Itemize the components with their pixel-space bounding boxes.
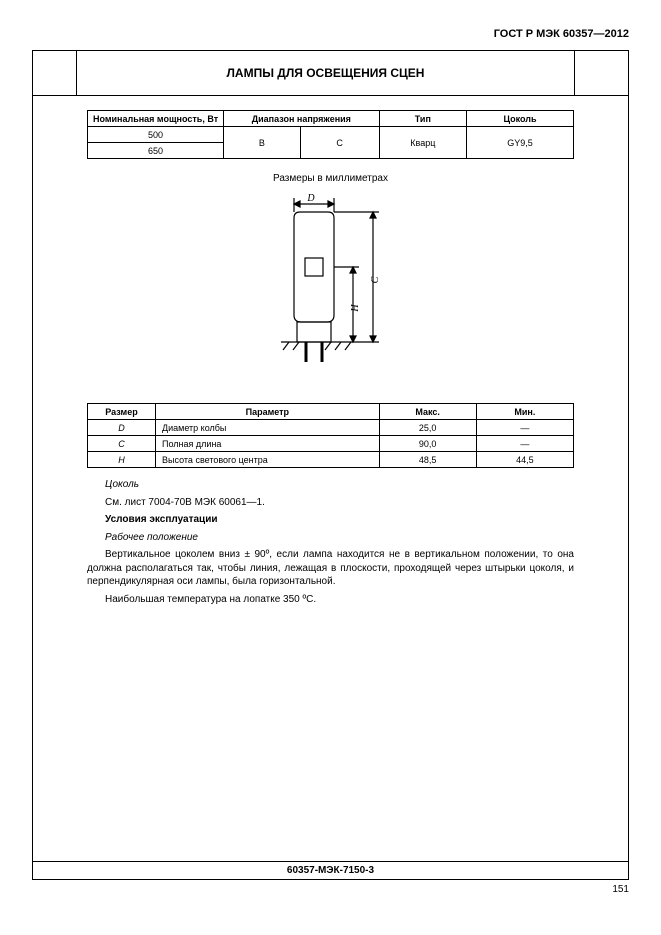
cap-ref: См. лист 7004-70B МЭК 60061—1. — [87, 496, 574, 510]
range-c: C — [300, 127, 379, 159]
document-id: ГОСТ Р МЭК 60357—2012 — [32, 28, 629, 40]
spec-header-range: Диапазон напряжения — [224, 111, 380, 127]
cap-heading: Цоколь — [87, 478, 574, 492]
page-title: ЛАМПЫ ДЛЯ ОСВЕЩЕНИЯ СЦЕН — [77, 51, 574, 95]
dim-param-2: Высота светового центра — [156, 452, 380, 468]
conditions-heading: Условия эксплуатации — [87, 513, 574, 527]
spec-header-cap: Цоколь — [467, 111, 574, 127]
svg-text:D: D — [306, 193, 315, 204]
dim-max-2: 48,5 — [379, 452, 476, 468]
dim-max-1: 90,0 — [379, 436, 476, 452]
spec-header-power: Номинальная мощность, Вт — [88, 111, 224, 127]
table-row: C Полная длина 90,0 — — [88, 436, 574, 452]
dim-sym-0: D — [88, 420, 156, 436]
lamp-svg: D — [261, 190, 401, 390]
power-value-0: 500 — [88, 127, 224, 143]
spec-header-type: Тип — [379, 111, 466, 127]
dim-sym-2: H — [88, 452, 156, 468]
dim-param-1: Полная длина — [156, 436, 380, 452]
range-b: B — [224, 127, 301, 159]
dim-max-0: 25,0 — [379, 420, 476, 436]
table-row: Номинальная мощность, Вт Диапазон напряж… — [88, 111, 574, 127]
dimensions-table: Размер Параметр Макс. Мин. D Диаметр кол… — [87, 403, 574, 468]
spec-table: Номинальная мощность, Вт Диапазон напряж… — [87, 110, 574, 159]
title-right-cell — [574, 51, 628, 95]
title-left-cell — [33, 51, 77, 95]
dim-min-2: 44,5 — [476, 452, 573, 468]
dim-min-0: — — [476, 420, 573, 436]
table-row: Размер Параметр Макс. Мин. — [88, 404, 574, 420]
position-para1: Вертикальное цоколем вниз ± 90º, если ла… — [87, 548, 574, 589]
svg-text:C: C — [370, 276, 381, 283]
dim-min-1: — — [476, 436, 573, 452]
footer-code: 60357-МЭК-7150-3 — [33, 861, 628, 879]
content-area: Номинальная мощность, Вт Диапазон напряж… — [33, 96, 628, 606]
dim-param-0: Диаметр колбы — [156, 420, 380, 436]
power-value-1: 650 — [88, 143, 224, 159]
page-number: 151 — [32, 884, 629, 895]
position-para2: Наибольшая температура на лопатке 350 ºС… — [87, 593, 574, 607]
dim-header-sym: Размер — [88, 404, 156, 420]
cap-value: GY9,5 — [467, 127, 574, 159]
dimensions-caption: Размеры в миллиметрах — [87, 173, 574, 184]
position-heading: Рабочее положение — [87, 531, 574, 545]
table-row: H Высота светового центра 48,5 44,5 — [88, 452, 574, 468]
title-row: ЛАМПЫ ДЛЯ ОСВЕЩЕНИЯ СЦЕН — [33, 51, 628, 96]
lamp-diagram: D — [87, 190, 574, 393]
dim-header-max: Макс. — [379, 404, 476, 420]
main-frame: ЛАМПЫ ДЛЯ ОСВЕЩЕНИЯ СЦЕН Номинальная мощ… — [32, 50, 629, 880]
table-row: D Диаметр колбы 25,0 — — [88, 420, 574, 436]
dim-sym-1: C — [88, 436, 156, 452]
body-text: Цоколь См. лист 7004-70B МЭК 60061—1. Ус… — [87, 478, 574, 606]
svg-text:H: H — [350, 304, 361, 313]
table-row: 500 B C Кварц GY9,5 — [88, 127, 574, 143]
type-value: Кварц — [379, 127, 466, 159]
dim-header-param: Параметр — [156, 404, 380, 420]
page: ГОСТ Р МЭК 60357—2012 ЛАМПЫ ДЛЯ ОСВЕЩЕНИ… — [0, 0, 661, 935]
dim-header-min: Мин. — [476, 404, 573, 420]
